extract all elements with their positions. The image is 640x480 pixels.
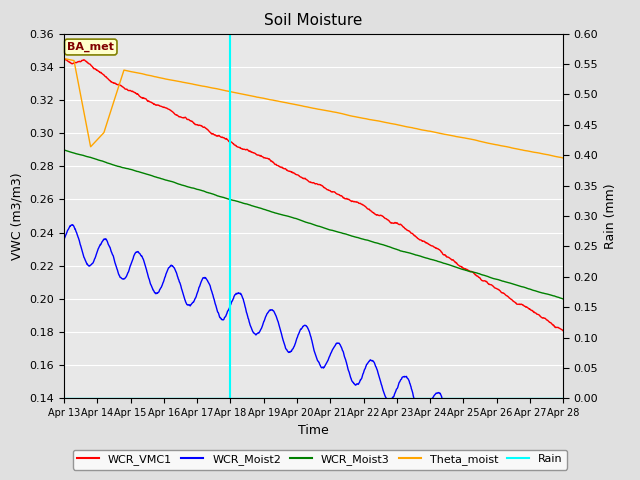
X-axis label: Time: Time xyxy=(298,424,329,437)
Y-axis label: Rain (mm): Rain (mm) xyxy=(604,183,617,249)
Legend: WCR_VMC1, WCR_Moist2, WCR_Moist3, Theta_moist, Rain: WCR_VMC1, WCR_Moist2, WCR_Moist3, Theta_… xyxy=(72,450,568,469)
Text: BA_met: BA_met xyxy=(67,42,114,52)
Y-axis label: VWC (m3/m3): VWC (m3/m3) xyxy=(11,172,24,260)
Title: Soil Moisture: Soil Moisture xyxy=(264,13,363,28)
